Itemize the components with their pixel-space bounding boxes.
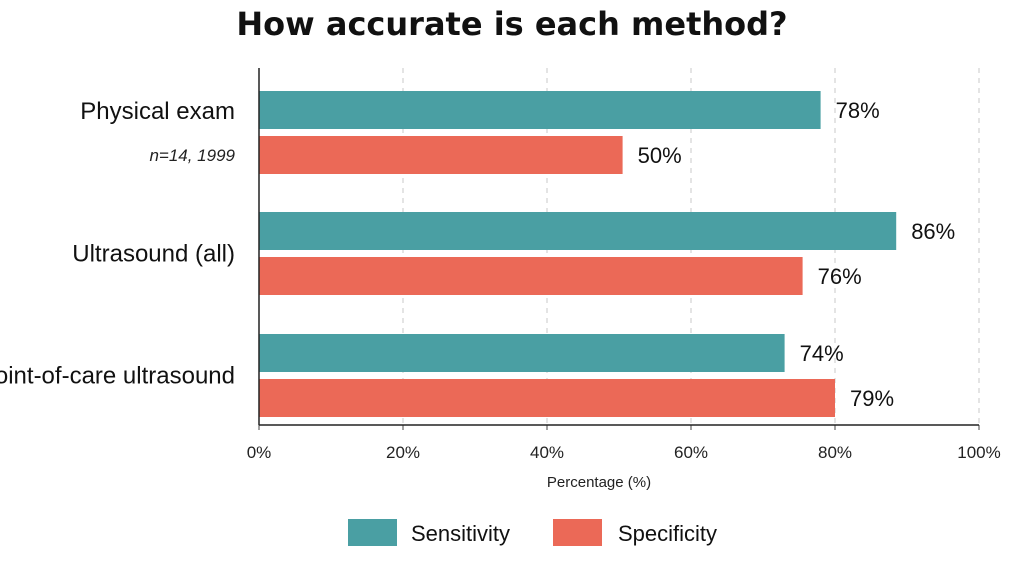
category-label: Point-of-care ultrasound (0, 363, 235, 390)
value-label: 76% (818, 264, 862, 289)
legend-label-sensitivity: Sensitivity (411, 521, 510, 546)
x-tick-label: 40% (530, 443, 564, 462)
chart-title: How accurate is each method? (236, 5, 788, 43)
x-tick-label: 80% (818, 443, 852, 462)
legend-label-specificity: Specificity (618, 521, 717, 546)
axes: 0% 20% 40% 60% 80% 100% Percentage (%) (247, 68, 1001, 491)
bars (259, 91, 897, 417)
labels: 78% 50% Physical exam n=14, 1999 86% 76% Ultra… (0, 98, 955, 411)
value-label: 50% (638, 143, 682, 168)
category-sublabel: n=14, 1999 (149, 146, 235, 165)
x-tick-label: 60% (674, 443, 708, 462)
legend: Sensitivity Specificity (348, 519, 717, 546)
category-label: Ultrasound (all) (72, 241, 235, 268)
x-axis-title: Percentage (%) (547, 474, 651, 491)
bar-specificity-3 (259, 379, 835, 417)
value-label: 86% (911, 219, 955, 244)
bar-sensitivity-2 (259, 212, 897, 250)
bar-sensitivity-3 (259, 334, 785, 372)
legend-swatch-sensitivity (348, 519, 397, 546)
value-label: 79% (850, 386, 894, 411)
category-label: Physical exam (80, 98, 235, 125)
x-tick-label: 100% (957, 443, 1000, 462)
value-label: 74% (800, 341, 844, 366)
x-tick-label: 20% (386, 443, 420, 462)
legend-swatch-specificity (553, 519, 602, 546)
x-tick-label: 0% (247, 443, 272, 462)
bar-specificity-2 (259, 257, 803, 295)
value-label: 78% (836, 98, 880, 123)
bar-sensitivity-1 (259, 91, 821, 129)
bar-specificity-1 (259, 136, 623, 174)
